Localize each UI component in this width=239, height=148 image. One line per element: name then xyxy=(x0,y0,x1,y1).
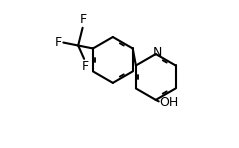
Text: F: F xyxy=(81,60,88,73)
Text: OH: OH xyxy=(159,96,179,109)
Text: F: F xyxy=(80,13,87,26)
Text: F: F xyxy=(54,36,62,49)
Text: N: N xyxy=(152,46,162,59)
